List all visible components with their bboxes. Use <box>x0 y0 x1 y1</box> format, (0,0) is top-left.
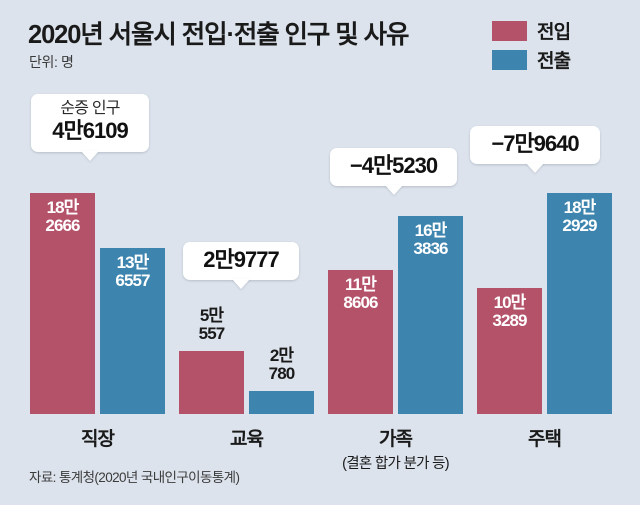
chart-header: 2020년 서울시 전입·전출 인구 및 사유 단위: 명 전입 전출 <box>0 0 640 92</box>
callout-value-1: 4만6109 <box>52 118 128 144</box>
unit-note: 단위: 명 <box>29 54 74 70</box>
callout-value-3: −4만5230 <box>349 153 438 178</box>
category-label-2: 교육 <box>230 429 264 450</box>
bar-value-outflow-3: 16만 3836 <box>413 221 448 259</box>
bar-value-inflow-3: 11만 8606 <box>343 275 378 313</box>
legend-label-outflow: 전출 <box>537 51 571 72</box>
category-label-3: 가족 <box>379 429 413 450</box>
legend-item-outflow: 전출 <box>492 45 622 74</box>
square-swatch-icon <box>492 20 527 41</box>
legend-item-inflow: 전입 <box>492 16 622 45</box>
callout-group-4: −7만9640 <box>470 126 600 174</box>
bar-inflow-4: 10만 3289 <box>477 288 542 414</box>
callout-group-3: −4만5230 <box>330 148 457 196</box>
callout-value-2: 2만9777 <box>203 247 279 272</box>
bar-value-outflow-4: 18만 2929 <box>562 198 597 236</box>
bar-inflow-1: 18만 2666 <box>30 193 95 414</box>
square-swatch-icon <box>492 49 527 70</box>
page-title: 2020년 서울시 전입·전출 인구 및 사유 <box>28 21 409 49</box>
bar-outflow-4: 18만 2929 <box>547 193 612 414</box>
callout-group-1: 순증 인구 4만6109 <box>31 94 149 161</box>
legend-label-inflow: 전입 <box>537 22 571 43</box>
bar-value-outflow-1: 13만 6557 <box>115 253 150 291</box>
bar-value-inflow-4: 10만 3289 <box>492 293 527 331</box>
legend: 전입 전출 <box>492 16 622 74</box>
category-label-1: 직장 <box>81 429 115 450</box>
bar-value-inflow-2: 5만 557 <box>198 306 226 344</box>
callout-group-2: 2만9777 <box>183 242 299 290</box>
bar-outflow-1: 13만 6557 <box>100 248 165 414</box>
bar-outflow-3: 16만 3836 <box>398 216 463 414</box>
callout-caption-1: 순증 인구 <box>60 100 120 117</box>
category-sublabel-3: (결혼 합가 분가 등) <box>342 456 449 472</box>
bar-inflow-2: 5만 557 <box>179 306 244 414</box>
category-label-4: 주택 <box>528 429 562 450</box>
bar-value-inflow-1: 18만 2666 <box>45 198 80 236</box>
bar-outflow-2: 2만 780 <box>249 346 314 414</box>
bar-inflow-3: 11만 8606 <box>328 270 393 414</box>
callout-tail-icon <box>81 150 99 161</box>
callout-tail-icon <box>526 163 544 174</box>
callout-tail-icon <box>384 185 403 196</box>
source-note: 자료: 통계청(2020년 국내인구이동통계) <box>29 470 240 485</box>
callout-tail-icon <box>232 279 250 290</box>
callout-value-4: −7만9640 <box>491 131 579 156</box>
bar-value-outflow-2: 2만 780 <box>268 346 296 384</box>
